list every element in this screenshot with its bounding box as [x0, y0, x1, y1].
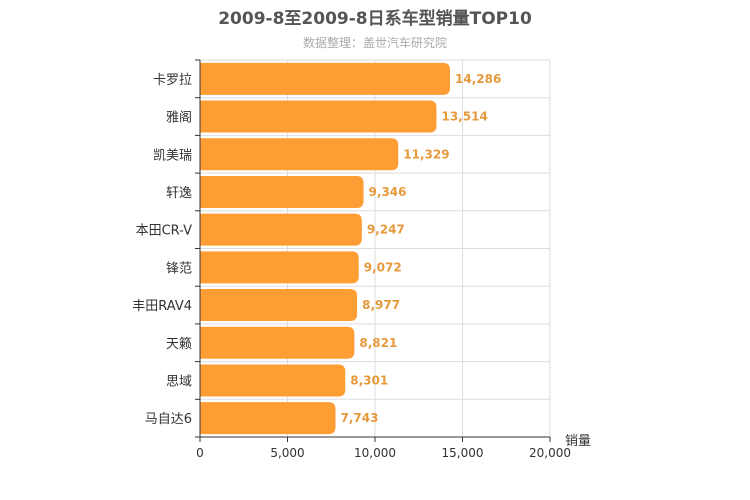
value-label: 8,977 [362, 298, 400, 312]
value-label: 7,743 [341, 411, 379, 425]
bar [200, 138, 399, 171]
value-label: 9,346 [369, 185, 407, 199]
category-label: 马自达6 [145, 412, 192, 427]
bar [200, 251, 359, 284]
grid-lines [200, 59, 551, 438]
bar [200, 213, 362, 246]
x-tick-label: 5,000 [270, 446, 304, 460]
value-label: 11,329 [403, 147, 449, 161]
x-tick-label: 15,000 [442, 446, 484, 460]
x-tick-label: 0 [196, 446, 204, 460]
x-tick-label: 20,000 [529, 446, 571, 460]
x-axis-title: 销量 [565, 434, 591, 449]
bar [200, 100, 437, 133]
category-label: 思域 [166, 374, 192, 389]
category-label: 天籁 [166, 337, 192, 352]
value-label: 8,821 [359, 336, 397, 350]
bar [200, 62, 451, 95]
value-labels: 14,286 13,514 11,329 9,346 9,247 9,072 8,977 8,… [341, 72, 502, 425]
value-label: 14,286 [455, 72, 501, 86]
value-label: 13,514 [441, 110, 487, 124]
bar [200, 402, 336, 435]
bars [200, 62, 451, 435]
category-label: 本田CR-V [136, 224, 193, 239]
category-label: 卡罗拉 [153, 73, 192, 88]
bar [200, 289, 358, 322]
chart-title: 2009-8至2009-8日系车型销量TOP10 [218, 8, 532, 29]
bar [200, 364, 346, 397]
value-label: 8,301 [350, 373, 388, 387]
bar [200, 175, 364, 208]
category-label: 轩逸 [166, 186, 192, 201]
chart-subtitle: 数据整理：盖世汽车研究院 [303, 35, 447, 50]
category-label: 雅阁 [166, 111, 192, 126]
value-label: 9,247 [367, 223, 405, 237]
x-tick-label: 10,000 [354, 446, 396, 460]
category-label: 凯美瑞 [153, 148, 192, 163]
category-label: 锋范 [166, 261, 192, 276]
value-label: 9,072 [364, 260, 402, 274]
bar [200, 326, 355, 359]
category-label: 丰田RAV4 [132, 299, 192, 314]
